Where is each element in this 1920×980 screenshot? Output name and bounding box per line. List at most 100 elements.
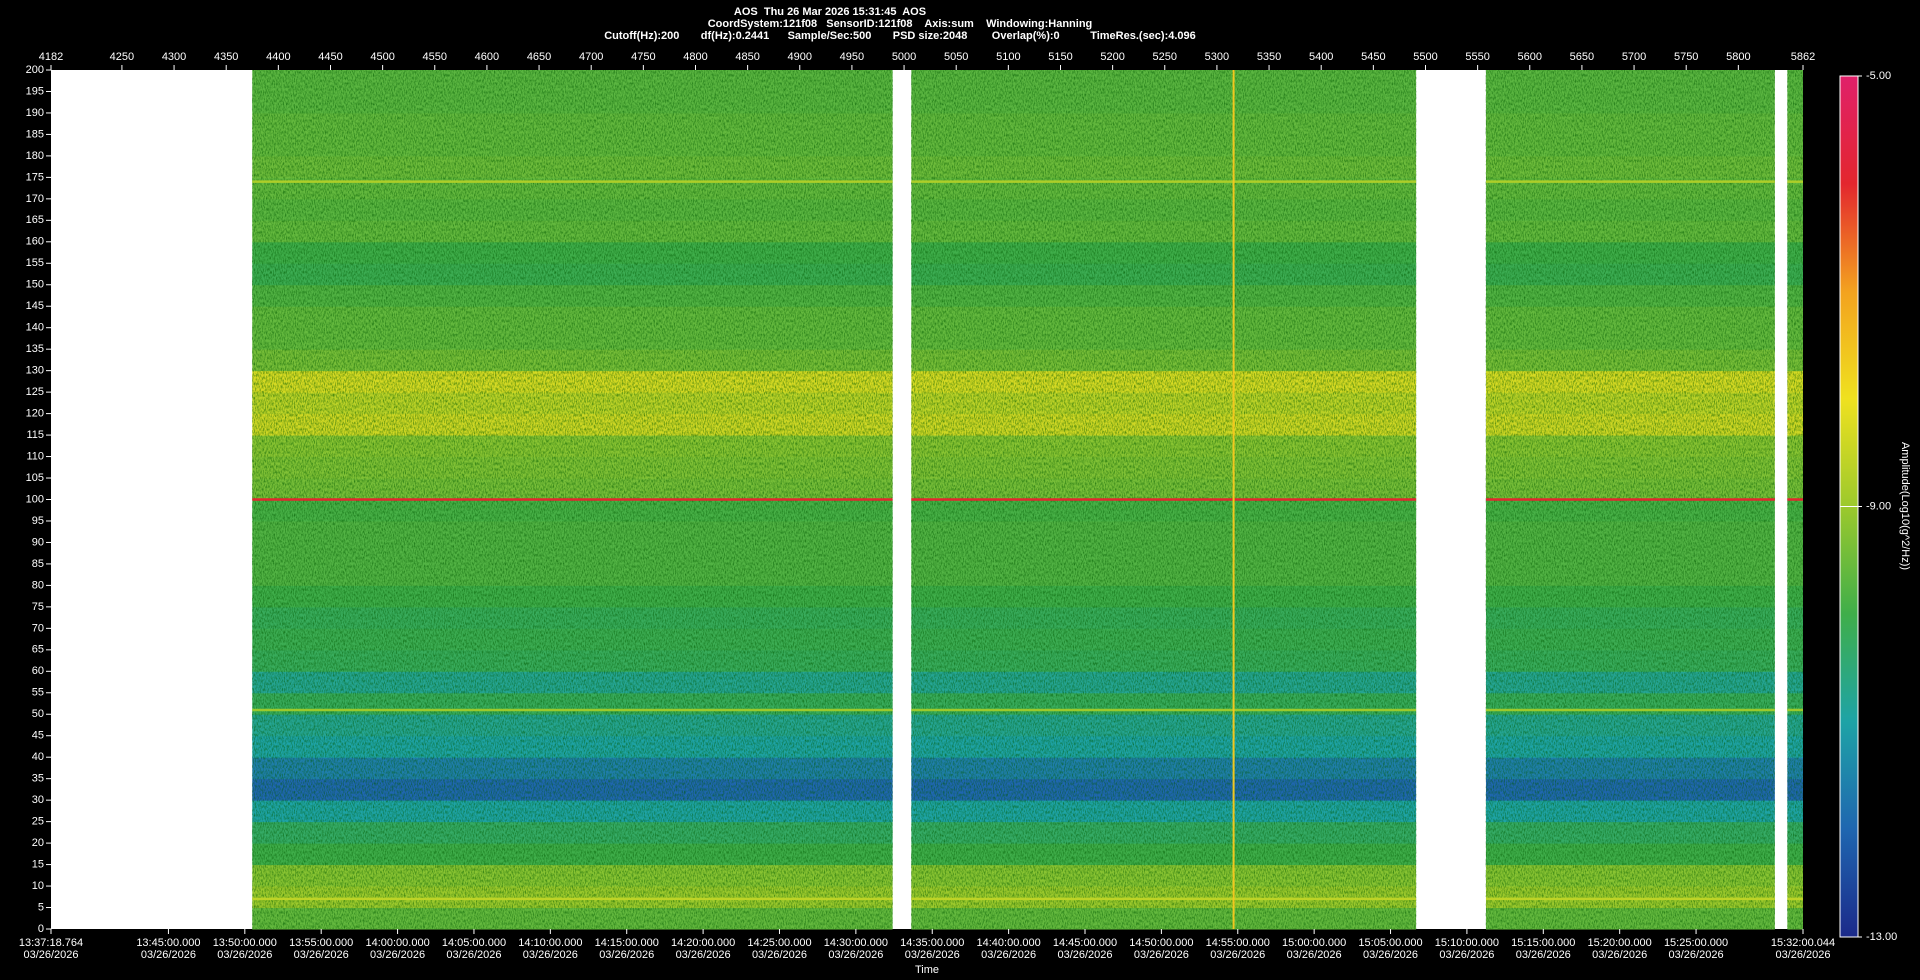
y-tick-label: 50 — [32, 708, 44, 720]
x2-tick-label: 5000 — [892, 51, 916, 63]
x-tick-label: 03/26/2026 — [905, 949, 960, 961]
x2-tick-label: 5100 — [996, 51, 1020, 63]
x-tick-label: 13:37:18.764 — [19, 937, 83, 949]
x2-tick-label: 5750 — [1674, 51, 1698, 63]
x2-tick-label: 5600 — [1518, 51, 1542, 63]
y-tick-label: 10 — [32, 880, 44, 892]
y-tick-label: 55 — [32, 687, 44, 699]
x2-tick-label: 5350 — [1257, 51, 1281, 63]
y-tick-label: 60 — [32, 665, 44, 677]
x-tick-label: 03/26/2026 — [1363, 949, 1418, 961]
y-tick-label: 75 — [32, 601, 44, 613]
subtitle: Cutoff(Hz):200 df(Hz):0.2441 Sample/Sec:… — [604, 30, 1196, 42]
y-tick-label: 175 — [26, 171, 44, 183]
y-tick-label: 155 — [26, 257, 44, 269]
x2-tick-label: 4182 — [39, 51, 63, 63]
x2-tick-label: 4500 — [370, 51, 394, 63]
x-tick-label: 13:50:00.000 — [213, 937, 277, 949]
x2-tick-label: 5150 — [1048, 51, 1072, 63]
x-tick-label: 15:00:00.000 — [1282, 937, 1346, 949]
x2-tick-label: 4650 — [527, 51, 551, 63]
y-tick-label: 115 — [26, 429, 44, 441]
x2-tick-label: 4900 — [788, 51, 812, 63]
x-tick-label: 03/26/2026 — [1775, 949, 1830, 961]
colorbar-tick-label: -9.00 — [1866, 500, 1891, 512]
y-tick-label: 40 — [32, 751, 44, 763]
x2-tick-label: 5400 — [1309, 51, 1333, 63]
colorbar-tick-label: -13.00 — [1866, 931, 1897, 943]
x-tick-label: 03/26/2026 — [217, 949, 272, 961]
y-tick-label: 70 — [32, 622, 44, 634]
x-tick-label: 03/26/2026 — [828, 949, 883, 961]
x2-tick-label: 5300 — [1205, 51, 1229, 63]
x-tick-label: 03/26/2026 — [1287, 949, 1342, 961]
x2-tick-label: 4800 — [683, 51, 707, 63]
x-tick-label: 03/26/2026 — [981, 949, 1036, 961]
y-tick-label: 125 — [26, 386, 44, 398]
x-tick-label: 14:50:00.000 — [1129, 937, 1193, 949]
y-tick-label: 130 — [26, 365, 44, 377]
x-tick-label: 15:32:00.044 — [1771, 937, 1835, 949]
x2-tick-label: 5250 — [1153, 51, 1177, 63]
x2-tick-label: 4750 — [631, 51, 655, 63]
x-tick-label: 14:55:00.000 — [1206, 937, 1270, 949]
x-axis-label: Time — [915, 964, 939, 976]
x2-tick-label: 4850 — [735, 51, 759, 63]
plot-area — [51, 70, 1803, 930]
title: AOS Thu 26 Mar 2026 15:31:45 AOS — [734, 6, 926, 18]
y-tick-label: 165 — [26, 214, 44, 226]
x2-tick-label: 5862 — [1791, 51, 1815, 63]
x-tick-label: 13:45:00.000 — [136, 937, 200, 949]
x2-tick-label: 4700 — [579, 51, 603, 63]
x-tick-label: 03/26/2026 — [1669, 949, 1724, 961]
x2-tick-label: 5500 — [1413, 51, 1437, 63]
x-tick-label: 03/26/2026 — [294, 949, 349, 961]
x-tick-label: 14:45:00.000 — [1053, 937, 1117, 949]
x-tick-label: 03/26/2026 — [752, 949, 807, 961]
x-tick-label: 14:05:00.000 — [442, 937, 506, 949]
y-tick-label: 100 — [26, 493, 44, 505]
y-tick-label: 80 — [32, 579, 44, 591]
y-tick-label: 105 — [26, 472, 44, 484]
x-tick-label: 14:35:00.000 — [900, 937, 964, 949]
x-tick-label: 15:05:00.000 — [1358, 937, 1422, 949]
x2-tick-label: 5650 — [1570, 51, 1594, 63]
x2-tick-label: 4600 — [475, 51, 499, 63]
x-tick-label: 03/26/2026 — [1134, 949, 1189, 961]
x2-tick-label: 4450 — [318, 51, 342, 63]
x2-tick-label: 4400 — [266, 51, 290, 63]
y-tick-label: 170 — [26, 193, 44, 205]
x-tick-label: 14:15:00.000 — [595, 937, 659, 949]
x2-tick-label: 4550 — [423, 51, 447, 63]
colorbar-label: Amplitude(Log10(g^2/Hz)) — [1899, 442, 1911, 570]
x-tick-label: 15:20:00.000 — [1588, 937, 1652, 949]
y-tick-label: 95 — [32, 515, 44, 527]
y-tick-label: 120 — [26, 408, 44, 420]
x-tick-label: 14:25:00.000 — [747, 937, 811, 949]
x-tick-label: 03/26/2026 — [1057, 949, 1112, 961]
y-tick-label: 85 — [32, 558, 44, 570]
x-tick-label: 03/26/2026 — [1516, 949, 1571, 961]
x2-tick-label: 4300 — [162, 51, 186, 63]
y-tick-label: 185 — [26, 128, 44, 140]
x-tick-label: 03/26/2026 — [676, 949, 731, 961]
y-tick-label: 20 — [32, 837, 44, 849]
y-tick-label: 150 — [26, 279, 44, 291]
x-tick-label: 03/26/2026 — [23, 949, 78, 961]
x-tick-label: 03/26/2026 — [1210, 949, 1265, 961]
x-tick-label: 15:25:00.000 — [1664, 937, 1728, 949]
x-tick-label: 14:10:00.000 — [518, 937, 582, 949]
y-tick-label: 30 — [32, 794, 44, 806]
x-tick-label: 03/26/2026 — [446, 949, 501, 961]
y-tick-label: 200 — [26, 64, 44, 76]
x2-tick-label: 5450 — [1361, 51, 1385, 63]
x-tick-label: 15:10:00.000 — [1435, 937, 1499, 949]
y-tick-label: 145 — [26, 300, 44, 312]
y-tick-label: 190 — [26, 107, 44, 119]
y-tick-label: 65 — [32, 644, 44, 656]
y-tick-label: 0 — [38, 923, 44, 935]
x-tick-label: 14:20:00.000 — [671, 937, 735, 949]
y-tick-label: 180 — [26, 150, 44, 162]
y-tick-label: 135 — [26, 343, 44, 355]
